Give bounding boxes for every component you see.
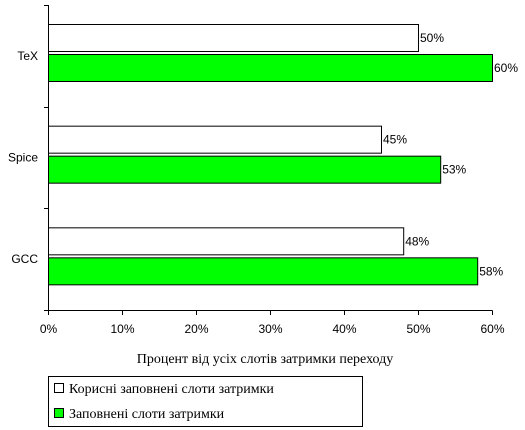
- x-tick-label: 30%: [258, 322, 282, 336]
- data-label-gcc-series-1: 48%: [405, 234, 429, 248]
- legend-label-series-1: Корисні заповнені слоти затримки: [69, 382, 274, 397]
- category-label-tex: TeX: [17, 49, 38, 63]
- x-tick-label: 50%: [406, 322, 430, 336]
- bar-tex-series-2: [48, 54, 493, 82]
- legend: Корисні заповнені слоти затримки Заповне…: [48, 376, 363, 427]
- x-tick-label: 20%: [184, 322, 208, 336]
- data-label-spice-series-2: 53%: [442, 163, 466, 177]
- data-label-gcc-series-2: 58%: [479, 264, 503, 278]
- data-label-spice-series-1: 45%: [383, 133, 407, 147]
- bar-tex-series-1: [48, 24, 419, 52]
- category-label-spice: Spice: [8, 151, 38, 165]
- legend-box: [48, 376, 363, 427]
- data-label-tex-series-1: 50%: [420, 31, 444, 45]
- labels-layer: 50% 60% TeX 45% 53% Spice 48% 58% GCC 0% 10% 20% 30%…: [8, 31, 518, 336]
- legend-swatch-series-1: [54, 383, 64, 393]
- axes-layer: [44, 5, 493, 315]
- bars-layer: [48, 24, 493, 286]
- bar-gcc-series-2: [48, 257, 479, 286]
- category-label-gcc: GCC: [11, 252, 38, 266]
- x-tick-label: 0%: [40, 322, 58, 336]
- bar-spice-series-2: [48, 155, 442, 184]
- x-tick-label: 40%: [332, 322, 356, 336]
- x-axis-title: Процент від усіх слотів затримки переход…: [137, 352, 394, 367]
- legend-swatch-series-2: [54, 408, 64, 418]
- legend-label-series-2: Заповнені слоти затримки: [69, 407, 225, 422]
- bar-gcc-series-1: [48, 227, 405, 256]
- data-label-tex-series-2: 60%: [494, 61, 518, 75]
- bar-spice-series-1: [48, 125, 382, 154]
- x-tick-label: 10%: [110, 322, 134, 336]
- x-tick-label: 60%: [480, 322, 504, 336]
